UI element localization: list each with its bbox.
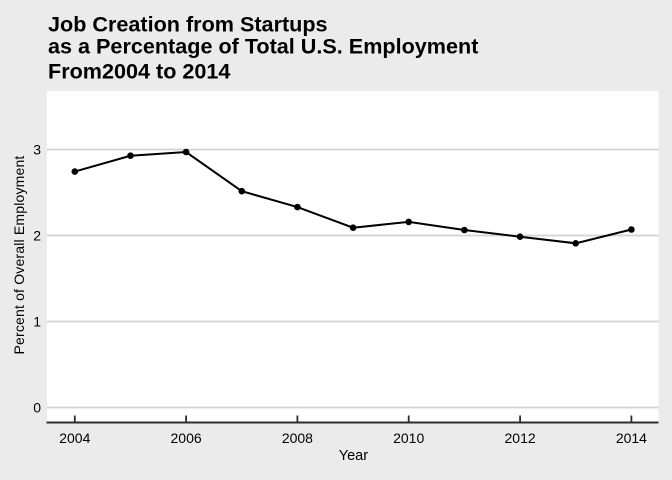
svg-text:2010: 2010	[393, 430, 424, 446]
svg-text:2014: 2014	[616, 430, 647, 446]
svg-text:Job Creation from Startups: Job Creation from Startups	[48, 11, 328, 36]
svg-text:0: 0	[33, 399, 41, 415]
svg-text:2008: 2008	[282, 430, 313, 446]
svg-text:2004: 2004	[59, 430, 90, 446]
svg-text:3: 3	[33, 141, 41, 157]
svg-text:1: 1	[33, 313, 41, 329]
svg-text:Percent of Overall Employment: Percent of Overall Employment	[11, 156, 27, 355]
svg-text:2012: 2012	[505, 430, 536, 446]
svg-text:2006: 2006	[171, 430, 202, 446]
svg-text:Year: Year	[339, 448, 368, 464]
svg-text:From2004 to 2014: From2004 to 2014	[48, 59, 230, 84]
svg-text:as a Percentage of Total U.S.: as a Percentage of Total U.S. Employment	[48, 33, 478, 58]
svg-text:2: 2	[33, 227, 41, 243]
